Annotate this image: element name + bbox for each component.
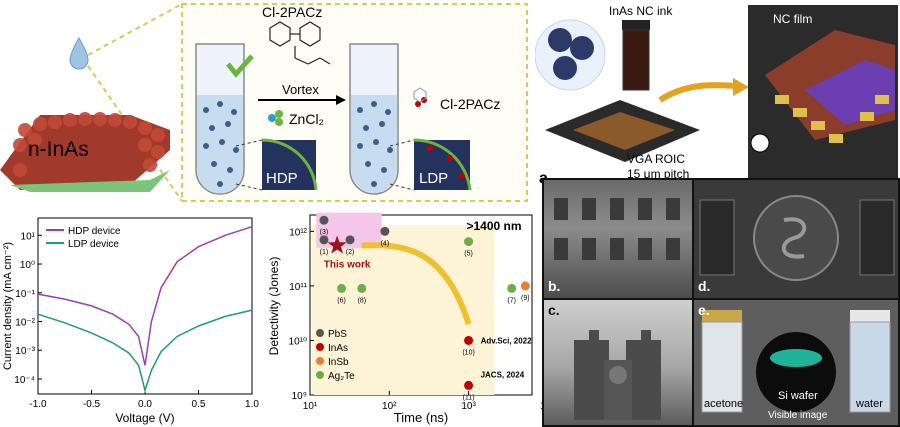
iv-xtick-label: 0.5 [192,399,206,410]
det-point-label: (11) [463,394,475,401]
det-legend-swatch [316,357,324,365]
det-point [464,335,474,345]
iv-ytick-label: 10⁻⁴ [14,375,35,386]
det-chart-panel: 10¹ 10² 10³ 10⁴ 10⁹ 10¹⁰ 10¹¹ 10¹² (1) (3) (2) (4) (… [262,210,542,427]
det-point [464,237,474,247]
iv-xtick-label: -0.5 [83,399,101,410]
iv-series-hdp [37,225,253,366]
det-xlabel: Time (ns) [394,410,448,425]
det-point-label: (4) [381,240,390,247]
det-ytick-label: 10¹¹ [289,282,307,293]
pitch-label: 15 μm pitch [627,167,690,181]
det-point-label: (5) [464,251,473,258]
det-annotation: Adv.Sci, 2022 [481,336,533,345]
det-ytick-label: 10¹² [289,227,307,238]
det-point-label: (3) [320,229,329,236]
zncl2-label: ZnCl₂ [289,111,324,127]
panel-b-label: b. [548,278,561,294]
roic-label: VGA ROIC [627,152,686,166]
det-point-label: (6) [337,297,346,304]
det-legend-label: Ag₂Te [328,371,355,382]
det-xtick-label: 10⁴ [540,401,542,412]
this-work-label: This work [324,260,371,271]
iv-ytick-label: 10¹ [21,231,36,242]
panel-e-label: e. [698,302,710,318]
det-arrow [361,242,472,325]
device-drawing [535,5,898,185]
photo-d: d. [694,180,898,298]
det-legend-swatch [316,329,324,337]
material-label: n-InAs [28,138,89,161]
acetone-label: acetone [704,398,744,410]
iv-chart-panel: -1.0 -0.5 0.0 0.5 1.0 10⁻⁴ 10⁻³ 10⁻² 10⁻¹ 10⁰ 10¹ H… [0,210,262,427]
det-point-label: (10) [462,349,474,356]
this-work-star [327,235,347,254]
det-legend-label: InAs [328,343,348,354]
det-legend-swatch [316,343,324,351]
det-point-label: (2) [346,249,355,256]
film-label: NC film [773,12,813,26]
iv-xtick-label: 0.0 [138,399,152,410]
det-xtick-label: 10² [382,401,397,412]
droplet-icon [69,37,89,70]
iv-xlabel: Voltage (V) [115,411,174,425]
panel-c-label: c. [548,302,560,318]
det-point-label: (1) [320,249,329,256]
det-point [345,235,355,245]
det-xtick-label: 10³ [461,401,476,412]
det-legend-swatch [316,371,324,379]
iv-xtick-label: 1.0 [245,399,259,410]
photo-e: e. acetone Si wafer Visible image water [694,300,898,425]
photo-b: b. [544,180,692,298]
photo-c: c. [544,300,692,425]
det-point [464,380,474,390]
device-panel: InAs NC ink NC film VGA ROIC 15 μm pitch… [535,0,900,195]
det-ytick-label: 10¹⁰ [289,336,307,347]
iv-legend-label: LDP device [68,239,119,250]
det-chart: 10¹ 10² 10³ 10⁴ 10⁹ 10¹⁰ 10¹¹ 10¹² (1) (3) (2) (4) (… [267,212,542,425]
molecule-structure [269,21,331,65]
det-legend-label: PbS [328,329,347,340]
photo-grid: b. d. c. e. acetone Si wa [542,178,900,427]
panel-d-label: d. [698,278,711,294]
det-point [337,283,347,293]
det-point-label: (9) [521,295,530,302]
schematic-panel: n-InAs Cl-2PACz Vortex ZnCl₂ Cl-2PACz HD… [0,0,530,205]
det-point [380,226,390,236]
iv-ytick-label: 10⁰ [20,260,35,271]
iv-xtick-label: -1.0 [29,399,47,410]
add-arrow-icon [226,54,254,78]
det-xtick-label: 10¹ [303,401,318,412]
hdp-label: HDP [266,170,298,187]
si-wafer-label: Si wafer [778,390,818,402]
water-label: water [856,398,883,410]
iv-ytick-label: 10⁻³ [15,346,35,357]
iv-ytick-label: 10⁻¹ [15,289,35,300]
ldp-label: LDP [419,170,449,187]
nanocrystal-block [0,115,170,190]
iv-ytick-label: 10⁻² [15,318,35,329]
det-point [357,283,367,293]
vortex-label: Vortex [282,82,319,97]
det-annotation: JACS, 2024 [481,370,525,379]
det-point [319,235,329,245]
ligand-right-label: Cl-2PACz [440,96,501,112]
det-point [507,283,517,293]
ink-label: InAs NC ink [609,4,673,18]
iv-ylabel: Current density (mA cm⁻²) [2,242,14,370]
iv-chart: -1.0 -0.5 0.0 0.5 1.0 10⁻⁴ 10⁻³ 10⁻² 10⁻¹ 10⁰ 10¹ H… [2,217,259,425]
det-point [319,215,329,225]
schematic-drawing [0,3,528,202]
det-title: >1400 nm [466,219,521,233]
det-point [520,281,530,291]
ligand-top-label: Cl-2PACz [262,4,323,20]
det-legend-label: InSb [328,357,349,368]
visible-image-label: Visible image [768,410,828,421]
det-ylabel: Detectivity (Jones) [267,257,281,356]
det-ytick-label: 10⁹ [292,391,307,402]
iv-legend-label: HDP device [68,226,121,237]
iv-series-ldp [37,309,253,394]
det-point-label: (7) [507,297,516,304]
det-point-label: (8) [358,297,367,304]
